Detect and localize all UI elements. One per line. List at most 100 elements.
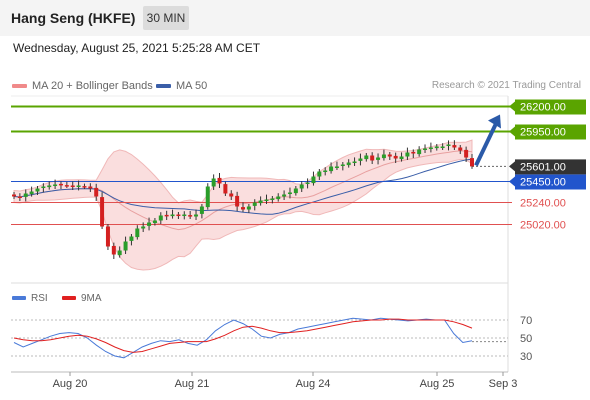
candle: [94, 187, 99, 197]
candle: [23, 193, 28, 197]
candle: [229, 193, 234, 197]
candle: [399, 156, 404, 160]
level-tag-support: [515, 174, 586, 190]
candle: [358, 158, 363, 161]
level-tag-resistance: [515, 99, 586, 115]
candle: [135, 228, 140, 238]
candle: [147, 222, 152, 226]
legend-rsi: RSI: [12, 293, 48, 304]
level-label-minor: 25240.00: [520, 198, 566, 210]
candle: [264, 199, 269, 201]
candle: [211, 178, 216, 187]
level-tag-arrow: [509, 176, 515, 187]
forecast-arrow-shaft: [474, 120, 499, 167]
legend-bb: MA 20 + Bollinger Bands: [12, 80, 153, 92]
level-tag-arrow: [509, 126, 515, 137]
legend-rsi-ma-swatch: [62, 296, 76, 301]
candle: [428, 147, 433, 149]
candle: [305, 182, 310, 184]
candle: [194, 214, 199, 217]
candle: [12, 194, 16, 197]
candle: [287, 192, 292, 194]
legend-rsi-label: RSI: [31, 293, 48, 304]
forecast-arrow-head: [488, 114, 501, 129]
level-label-last: 25601.00: [520, 161, 566, 173]
candle: [123, 241, 128, 251]
level-tag-arrow: [509, 161, 515, 172]
candle: [446, 144, 451, 146]
candle: [58, 183, 63, 186]
candle: [205, 186, 210, 208]
credit-label: Research © 2021 Trading Central: [431, 80, 581, 91]
x-tick-label: Aug 25: [420, 378, 455, 390]
datetime-label: Wednesday, August 25, 2021 5:25:28 AM CE…: [13, 41, 261, 55]
level-label-resistance: 25950.00: [520, 127, 566, 139]
candle: [176, 214, 181, 216]
legend-ma50-swatch: [156, 84, 171, 89]
candle: [217, 177, 222, 184]
candle: [111, 245, 116, 255]
candle: [282, 194, 287, 197]
candle: [152, 220, 157, 224]
candle: [88, 186, 93, 189]
candle: [70, 185, 75, 187]
candle: [405, 152, 410, 157]
header-bar: Hang Seng (HKFE) 30 MIN: [0, 0, 590, 36]
interval-button[interactable]: 30 MIN: [143, 6, 189, 30]
candle: [376, 157, 381, 160]
legend-ma50-label: MA 50: [176, 80, 208, 92]
candle: [470, 158, 474, 167]
candle: [334, 166, 339, 168]
candle: [317, 171, 322, 177]
candle: [29, 191, 34, 195]
candle: [47, 185, 52, 188]
chart-title: Hang Seng (HKFE): [11, 10, 136, 26]
rsi-tick-label: 70: [520, 315, 532, 327]
candle: [411, 151, 416, 154]
candle: [340, 164, 345, 166]
candle: [241, 207, 245, 210]
candle: [246, 206, 251, 210]
candle: [105, 226, 110, 247]
candle: [100, 197, 105, 227]
candle: [346, 162, 351, 166]
candle: [381, 154, 386, 159]
candle: [440, 146, 445, 148]
candle: [270, 198, 275, 200]
candle: [82, 186, 87, 188]
legend-bb-swatch: [12, 84, 27, 89]
candle: [235, 195, 240, 207]
candle: [35, 188, 40, 192]
candle: [41, 186, 46, 188]
candle: [76, 185, 81, 187]
level-label-resistance: 26200.00: [520, 102, 566, 114]
candle: [364, 155, 369, 160]
candle: [53, 184, 58, 186]
x-tick-label: Sep 3: [489, 378, 518, 390]
candle: [170, 214, 175, 217]
candle: [299, 184, 304, 189]
legend-rsi-ma-label: 9MA: [81, 293, 102, 304]
candle: [223, 184, 228, 194]
candle: [464, 149, 469, 158]
candle: [452, 145, 457, 148]
candle: [352, 161, 357, 163]
rsi-tick-label: 30: [520, 351, 532, 363]
x-tick-label: Aug 21: [175, 378, 210, 390]
candle: [164, 214, 169, 217]
legend-bb-label: MA 20 + Bollinger Bands: [32, 80, 153, 92]
candle: [393, 155, 398, 159]
candle: [434, 146, 439, 149]
candle: [458, 147, 463, 151]
rsi-ma-line: [13, 318, 473, 353]
candle: [182, 214, 187, 216]
level-tag-arrow: [509, 101, 515, 112]
candle: [258, 200, 263, 204]
candle: [129, 236, 134, 241]
candle: [417, 149, 422, 155]
legend-ma50: MA 50: [156, 80, 207, 92]
level-tag-resistance: [515, 124, 586, 140]
legend-rsi-swatch: [12, 296, 26, 301]
candle: [117, 250, 122, 256]
